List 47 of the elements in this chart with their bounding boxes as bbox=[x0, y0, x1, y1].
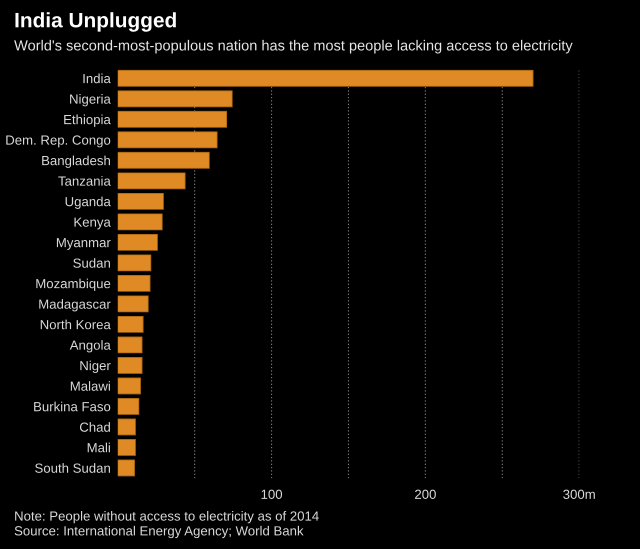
chart-subtitle: World's second-most-populous nation has the most people lacking access to electricity bbox=[14, 40, 573, 54]
bar bbox=[118, 213, 163, 230]
bar bbox=[118, 192, 164, 210]
text: Note: People without access to electricity as of 2014 bbox=[15, 511, 319, 524]
bar bbox=[118, 295, 149, 312]
y-tick-label: Mali bbox=[88, 442, 110, 452]
chart-title: India Unplugged bbox=[15, 12, 176, 32]
y-tick-label: Uganda bbox=[66, 196, 111, 209]
bar bbox=[118, 152, 210, 169]
y-tick-label: Nigeria bbox=[70, 94, 111, 106]
bar bbox=[118, 460, 135, 476]
y-tick-label: Dem. Rep. Congo bbox=[6, 135, 110, 148]
x-tick-label: 200 bbox=[415, 490, 436, 499]
y-tick-label: South Sudan bbox=[35, 463, 110, 473]
y-tick-label: Mozambique bbox=[36, 278, 110, 291]
bar bbox=[118, 356, 142, 374]
y-tick-label: Burkina Faso bbox=[34, 402, 110, 412]
y-tick-label: Kenya bbox=[74, 218, 111, 230]
bar bbox=[118, 90, 233, 108]
x-tick-label: 100 bbox=[262, 490, 282, 499]
bar bbox=[118, 336, 142, 354]
bar bbox=[118, 254, 152, 272]
bar bbox=[118, 418, 136, 436]
bar bbox=[118, 70, 534, 87]
y-tick-label: Niger bbox=[80, 360, 111, 373]
y-tick-label: Sudan bbox=[73, 258, 110, 268]
y-tick-label: Ethiopia bbox=[64, 114, 111, 127]
y-tick-label: Bangladesh bbox=[42, 156, 110, 168]
y-tick-label: Angola bbox=[70, 340, 111, 352]
bar bbox=[118, 234, 158, 251]
y-tick-label: Chad bbox=[80, 422, 110, 432]
bar bbox=[118, 110, 228, 128]
bar bbox=[118, 131, 218, 148]
y-tick-label: Malawi bbox=[70, 381, 110, 391]
bar bbox=[118, 274, 150, 292]
y-tick-label: India bbox=[83, 74, 111, 84]
y-tick-label: Madagascar bbox=[39, 299, 111, 312]
y-tick-label: North Korea bbox=[40, 320, 111, 330]
source-note: Source: International Energy Agency; World Bank bbox=[14, 526, 304, 538]
bar bbox=[118, 316, 144, 333]
bar bbox=[118, 172, 186, 190]
bar bbox=[118, 439, 136, 456]
bar bbox=[118, 377, 141, 394]
y-tick-label: Myanmar bbox=[56, 238, 111, 250]
bar bbox=[118, 398, 140, 415]
y-tick-label: Tanzania bbox=[58, 176, 111, 186]
x-tick-label: 300m bbox=[563, 490, 595, 499]
